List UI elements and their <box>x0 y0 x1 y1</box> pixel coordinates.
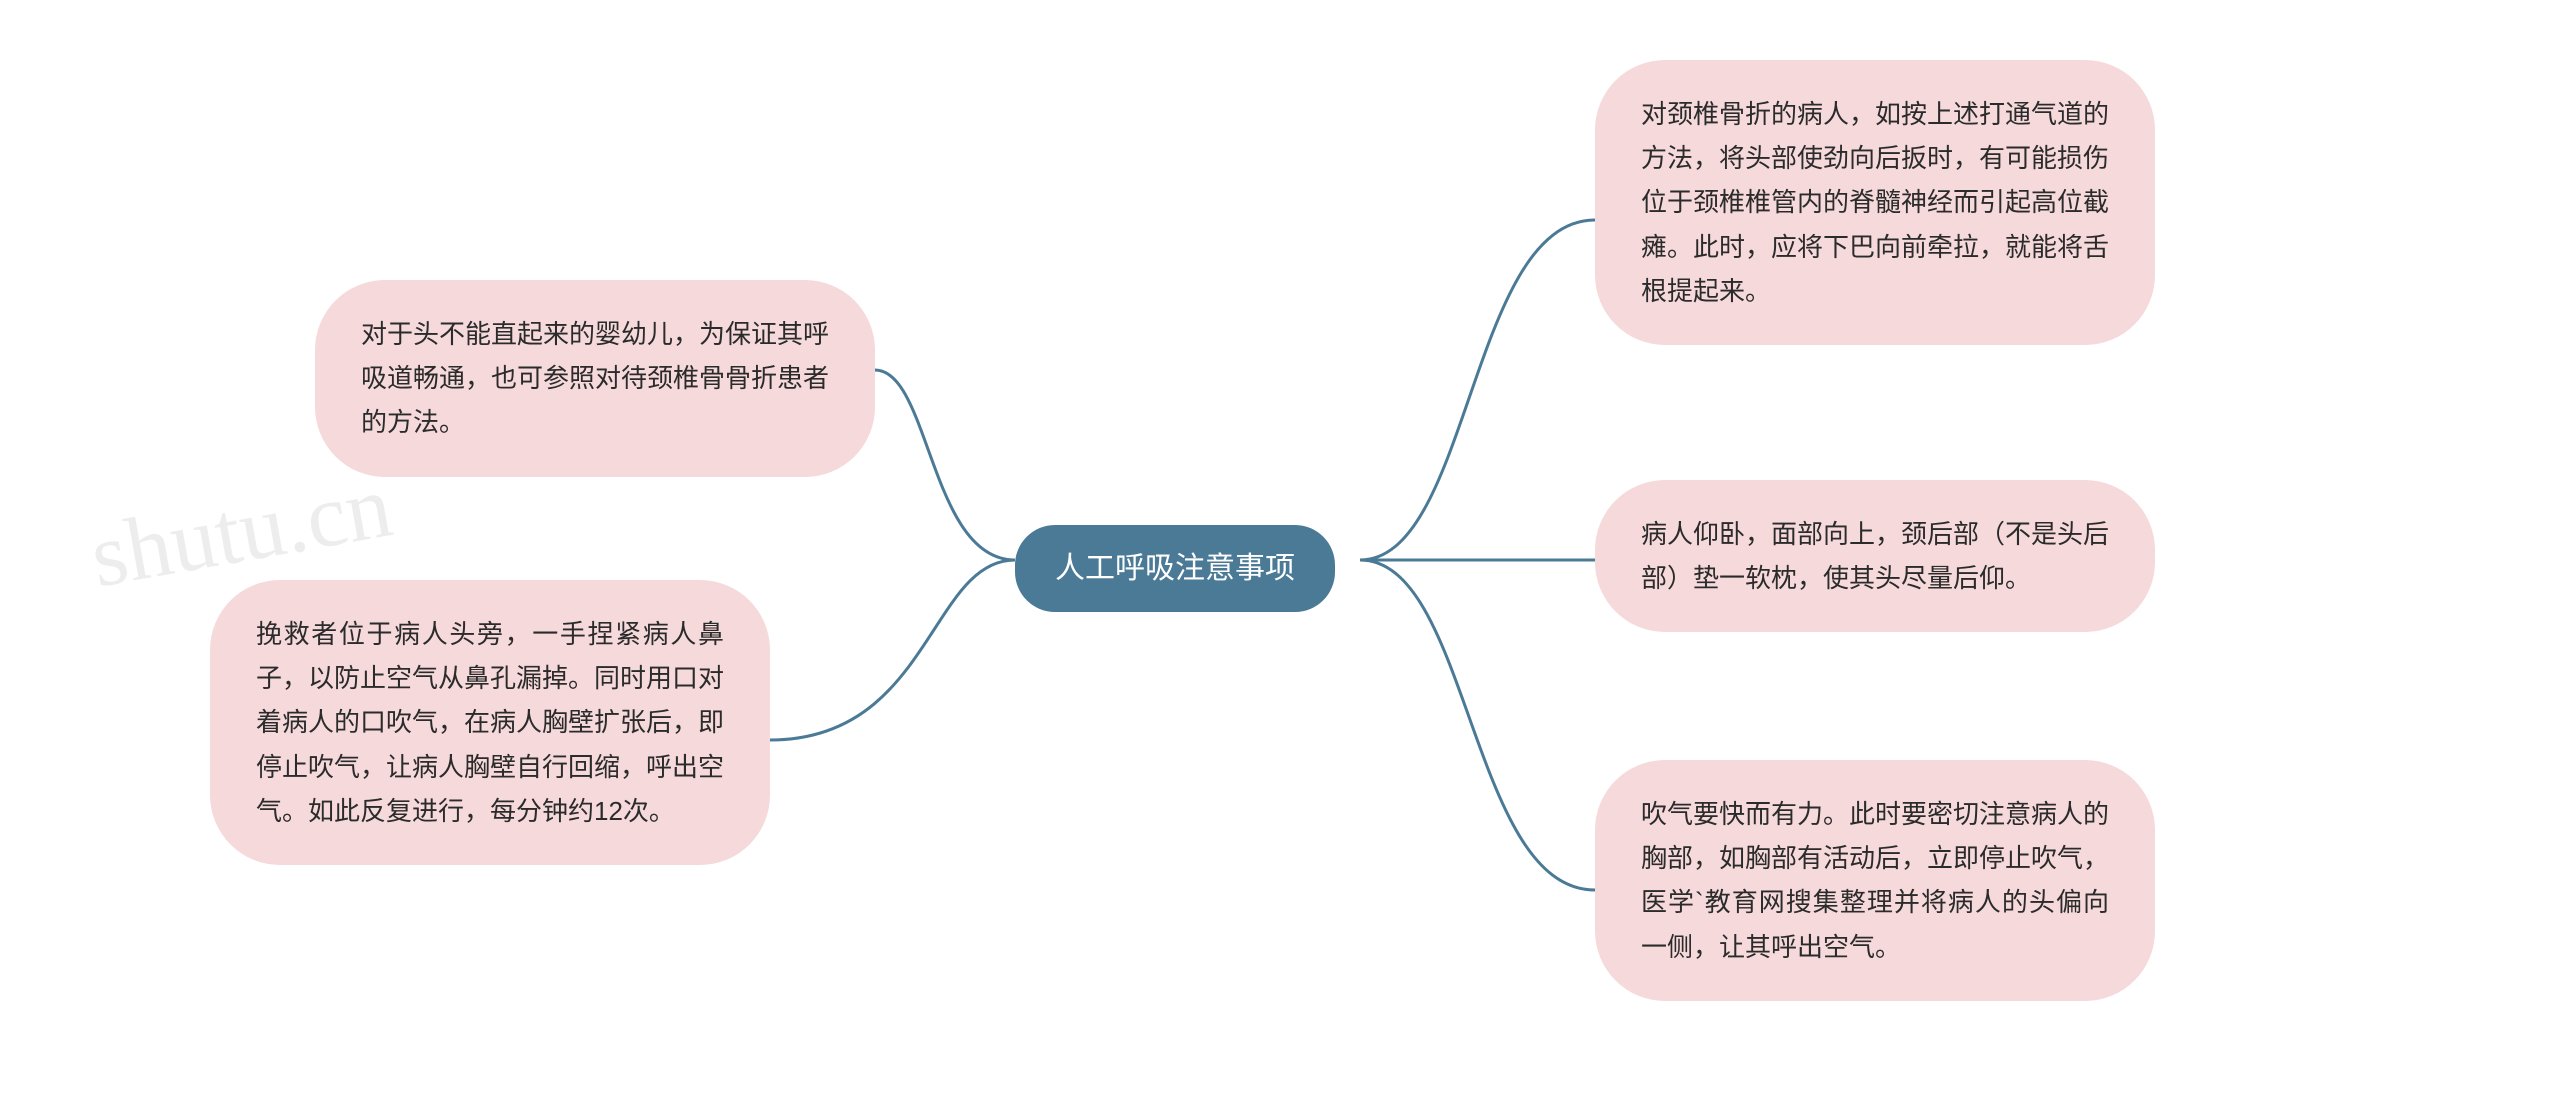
connector <box>1360 220 1595 560</box>
center-node: 人工呼吸注意事项 <box>1015 525 1335 612</box>
leaf-node-right-1: 对颈椎骨折的病人，如按上述打通气道的方法，将头部使劲向后扳时，有可能损伤位于颈椎… <box>1595 60 2155 345</box>
leaf-node-left-1: 对于头不能直起来的婴幼儿，为保证其呼吸道畅通，也可参照对待颈椎骨骨折患者的方法。 <box>315 280 875 477</box>
connector <box>875 370 1015 560</box>
leaf-node-right-2: 病人仰卧，面部向上，颈后部（不是头后部）垫一软枕，使其头尽量后仰。 <box>1595 480 2155 632</box>
connector <box>1360 560 1595 890</box>
mindmap-canvas: shutu.cn shutu.cn 人工呼吸注意事项 对于头不能直起来的婴幼儿，… <box>0 0 2560 1119</box>
leaf-node-left-2: 挽救者位于病人头旁，一手捏紧病人鼻子，以防止空气从鼻孔漏掉。同时用口对着病人的口… <box>210 580 770 865</box>
leaf-node-right-3: 吹气要快而有力。此时要密切注意病人的胸部，如胸部有活动后，立即停止吹气，医学`教… <box>1595 760 2155 1001</box>
connector <box>770 560 1015 740</box>
